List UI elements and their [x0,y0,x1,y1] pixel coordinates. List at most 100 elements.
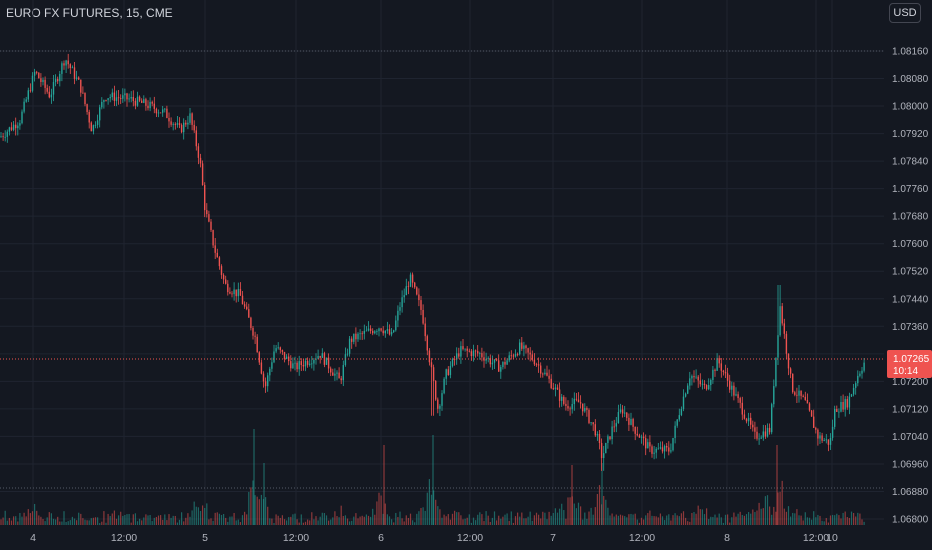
volume-bar [857,512,859,525]
candle-body [678,415,680,420]
volume-bar [271,518,273,525]
price-tick-label: 1.06800 [892,515,929,526]
volume-bar [787,506,790,525]
candle-body [48,91,50,98]
volume-bar [617,515,619,525]
candle-body [579,402,582,404]
volume-bar [86,520,88,525]
volume-bar [382,513,384,525]
volume-bar [19,513,21,525]
candle-body [666,445,668,448]
grid-lines [0,0,884,524]
candle-body [325,357,328,365]
candle-body [155,108,158,114]
volume-bar [834,515,836,525]
volume-bar [372,508,374,525]
volume-bar [776,445,778,525]
candle-body [668,447,670,452]
candle-body [10,127,13,130]
candle-body [628,417,630,425]
candle-body [357,333,359,340]
volume-bar [80,513,82,525]
volume-bar [283,519,286,525]
candle-body [701,383,704,385]
candle-body [168,117,170,122]
volume-bar [706,508,708,525]
candle-body [201,163,204,186]
candle-body [846,399,848,408]
candle-body [443,378,445,394]
volume-bar [802,520,804,525]
volume-bar [172,515,174,525]
volume-bar [766,495,769,525]
candle-body [687,385,689,394]
candle-body [689,378,691,386]
volume-bar [829,515,832,525]
volume-bar [815,517,817,525]
volume-bar [252,480,254,525]
candle-body [344,354,347,366]
last-price-label: 1.07265 10:14 [887,350,932,378]
volume-bar [575,508,577,525]
volume-bar [571,465,573,525]
volume-bar [185,517,187,525]
volume-bar [8,517,10,525]
volume-bar [493,511,496,525]
volume-bar [813,511,815,525]
volume-bar [397,516,399,525]
candle-body [397,310,399,321]
volume-bar [34,503,36,525]
candle-body [285,356,288,359]
candle-body [264,381,267,387]
candle-body [277,347,279,349]
candle-body [684,393,687,397]
candle-body [355,333,357,340]
volume-bar [590,507,592,525]
candle-body [789,368,792,374]
volume-bar [563,510,565,525]
volume-bar [645,515,647,525]
candle-body [15,124,17,129]
candle-body [136,96,139,106]
volume-bar [233,512,235,525]
candle-body [176,123,179,125]
candle-body [212,230,214,246]
volume-bar [254,495,256,525]
volume-bar [443,514,445,525]
candle-body [130,97,132,99]
volume-bar [687,521,689,525]
volume-bar [304,521,307,525]
candle-body [674,425,676,438]
price-axis[interactable]: 1.08160 1.08080 1.08000 1.07920 1.07840 1.077… [892,47,929,526]
volume-bar [769,506,771,525]
volume-bar [609,515,611,525]
candle-body [164,108,166,110]
volume-bar [353,516,355,525]
volume-bar [611,513,613,525]
volume-bar [126,514,128,525]
time-tick-label: 6 [378,532,384,544]
volume-bar [756,510,758,525]
volume-bar [401,518,403,525]
volume-bar [447,514,449,525]
volume-bar [136,521,139,525]
volume-bar [601,463,603,525]
volume-bar [607,507,609,525]
candle-body [403,295,405,298]
volume-bar [69,520,71,525]
price-tick-label: 1.07760 [892,184,929,195]
volume-bar [383,445,385,525]
candle-body [708,385,710,390]
volume-bar [718,513,720,525]
volume-bar [315,516,317,525]
currency-button[interactable]: USD [889,3,921,23]
volume-bar [250,487,252,525]
candle-body [386,329,389,331]
volume-bar [97,517,99,525]
candles [0,53,865,471]
candle-body [246,306,248,310]
price-tick-label: 1.08000 [892,102,929,113]
candle-body [54,79,57,83]
